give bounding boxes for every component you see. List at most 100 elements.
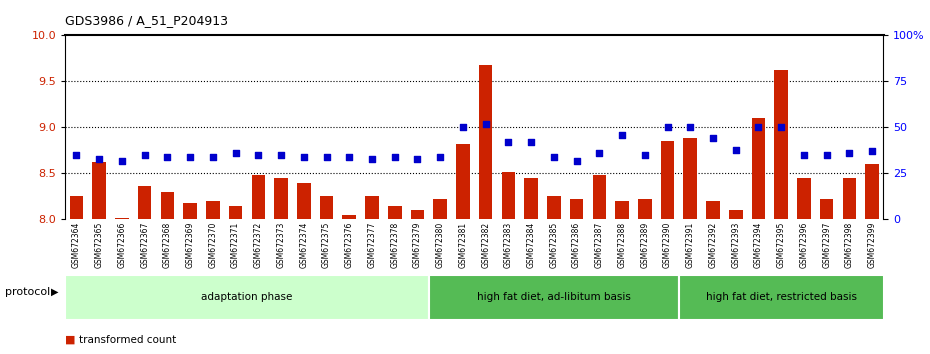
Bar [342,215,356,219]
Text: GSM672396: GSM672396 [800,222,808,268]
Point [228,150,243,156]
Text: GSM672392: GSM672392 [709,222,718,268]
Bar [229,206,243,219]
Point [706,136,721,141]
Bar [592,175,606,219]
Point [92,156,107,161]
Text: GSM672395: GSM672395 [777,222,786,268]
Point [728,147,743,152]
Text: GSM672375: GSM672375 [322,222,331,268]
Text: GSM672387: GSM672387 [595,222,604,268]
Text: GSM672382: GSM672382 [481,222,490,268]
Point [160,154,175,160]
Bar [547,196,561,219]
Text: GSM672374: GSM672374 [299,222,309,268]
Text: GSM672397: GSM672397 [822,222,831,268]
Bar [161,192,174,219]
Bar [638,199,652,219]
Point [660,125,675,130]
Point [865,149,880,154]
Bar [320,196,333,219]
Text: GSM672390: GSM672390 [663,222,672,268]
Point [591,150,606,156]
Bar [843,178,857,219]
Text: GSM672372: GSM672372 [254,222,263,268]
Point [114,158,129,164]
Bar [388,206,402,219]
Text: GSM672389: GSM672389 [640,222,649,268]
Text: GSM672383: GSM672383 [504,222,513,268]
Bar [456,144,470,219]
Bar [501,172,515,219]
Point [319,154,334,160]
Text: GSM672364: GSM672364 [72,222,81,268]
Point [251,152,266,158]
Point [683,125,698,130]
Point [182,154,197,160]
Point [206,154,220,160]
Bar [251,175,265,219]
FancyBboxPatch shape [679,275,884,320]
Point [615,132,630,138]
Text: GSM672369: GSM672369 [186,222,194,268]
Bar [92,162,106,219]
Text: GSM672365: GSM672365 [95,222,104,268]
Text: GSM672373: GSM672373 [276,222,286,268]
Text: GSM672393: GSM672393 [731,222,740,268]
Point [524,139,538,145]
Bar [433,199,447,219]
Point [478,121,493,127]
Text: GSM672371: GSM672371 [231,222,240,268]
Point [387,154,402,160]
Point [297,154,312,160]
Bar [684,138,698,219]
Point [569,158,584,164]
Bar [797,178,811,219]
Bar [570,199,583,219]
Point [456,125,471,130]
Bar [751,118,765,219]
Point [365,156,379,161]
Point [501,139,516,145]
Bar [706,201,720,219]
Point [410,156,425,161]
Bar [411,210,424,219]
Bar [138,186,152,219]
Text: protocol: protocol [5,287,50,297]
Bar [206,201,219,219]
Text: GSM672367: GSM672367 [140,222,149,268]
Bar [479,65,493,219]
Point [432,154,447,160]
Point [69,152,84,158]
Point [774,125,789,130]
Point [273,152,288,158]
Text: GSM672398: GSM672398 [844,222,854,268]
FancyBboxPatch shape [429,275,679,320]
Text: transformed count: transformed count [79,335,177,345]
Bar [820,199,833,219]
Bar [729,210,742,219]
Bar [365,196,379,219]
Point [751,125,766,130]
Bar [660,141,674,219]
Text: adaptation phase: adaptation phase [201,292,293,302]
Text: GSM672378: GSM672378 [391,222,399,268]
Bar [70,196,84,219]
Text: GSM672377: GSM672377 [367,222,377,268]
Text: GDS3986 / A_51_P204913: GDS3986 / A_51_P204913 [65,14,228,27]
Text: GSM672380: GSM672380 [435,222,445,268]
Bar [865,164,879,219]
Text: ■: ■ [65,335,75,345]
FancyBboxPatch shape [65,275,429,320]
Text: GSM672386: GSM672386 [572,222,581,268]
Text: ▶: ▶ [51,287,59,297]
Text: GSM672370: GSM672370 [208,222,218,268]
Point [342,154,357,160]
Bar [775,70,788,219]
Text: GSM672381: GSM672381 [458,222,468,268]
Bar [274,178,288,219]
Text: GSM672366: GSM672366 [117,222,126,268]
Text: GSM672394: GSM672394 [754,222,763,268]
Text: GSM672391: GSM672391 [685,222,695,268]
Point [819,152,834,158]
